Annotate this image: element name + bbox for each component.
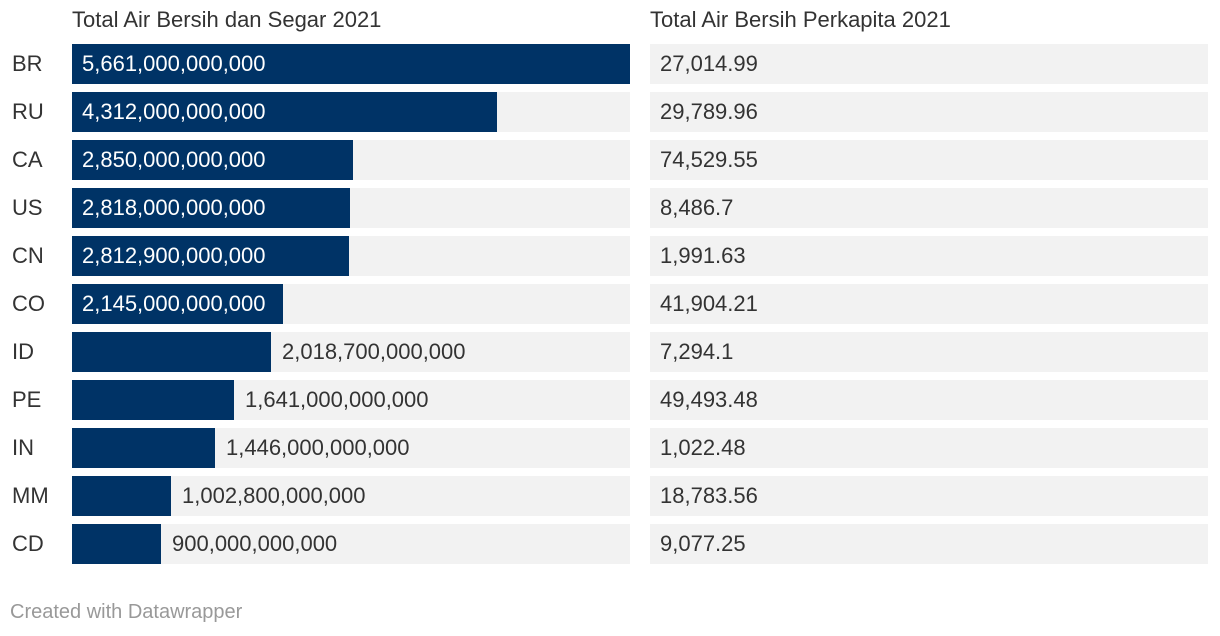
bar-track: 900,000,000,000 <box>72 524 630 564</box>
per-capita-cell: 8,486.7 <box>650 188 1208 228</box>
bar-value-label: 2,145,000,000,000 <box>82 291 266 316</box>
bar <box>72 188 350 228</box>
per-capita-cell: 1,022.48 <box>650 428 1208 468</box>
table-row: ID 2,018,700,000,000 7,294.1 <box>0 332 1220 372</box>
bar-column-header: Total Air Bersih dan Segar 2021 <box>72 7 382 32</box>
table-row: CD 900,000,000,000 9,077.25 <box>0 524 1220 564</box>
bar-value-label: 900,000,000,000 <box>172 531 338 556</box>
table-row: MM 1,002,800,000,000 18,783.56 <box>0 476 1220 516</box>
bar-value-label: 1,002,800,000,000 <box>182 483 366 508</box>
per-capita-value: 18,783.56 <box>660 483 758 508</box>
per-capita-value: 74,529.55 <box>660 147 758 172</box>
per-capita-cell: 49,493.48 <box>650 380 1208 420</box>
per-capita-value: 27,014.99 <box>660 51 758 76</box>
bar-value-label: 2,818,000,000,000 <box>82 195 266 220</box>
bar <box>72 236 349 276</box>
bar-track: 2,145,000,000,000 <box>72 284 630 324</box>
bar-value-label: 4,312,000,000,000 <box>82 99 266 124</box>
table-row: RU 4,312,000,000,000 29,789.96 <box>0 92 1220 132</box>
row-label: US <box>12 195 43 220</box>
row-label: IN <box>12 435 34 460</box>
row-label: RU <box>12 99 44 124</box>
per-capita-cell: 27,014.99 <box>650 44 1208 84</box>
per-capita-value: 41,904.21 <box>660 291 758 316</box>
bar-track: 4,312,000,000,000 <box>72 92 630 132</box>
bar <box>72 92 497 132</box>
row-label: CD <box>12 531 44 556</box>
row-label: PE <box>12 387 42 412</box>
bar-track: 5,661,000,000,000 <box>72 44 630 84</box>
bar <box>72 44 630 84</box>
per-capita-cell: 74,529.55 <box>650 140 1208 180</box>
per-capita-cell: 29,789.96 <box>650 92 1208 132</box>
bar-value-label: 2,812,900,000,000 <box>82 243 266 268</box>
table-row: CA 2,850,000,000,000 74,529.55 <box>0 140 1220 180</box>
row-label: CA <box>12 147 43 172</box>
bar-track: 2,812,900,000,000 <box>72 236 630 276</box>
per-capita-column-header: Total Air Bersih Perkapita 2021 <box>650 7 951 32</box>
bar <box>72 380 234 420</box>
table-row: IN 1,446,000,000,000 1,022.48 <box>0 428 1220 468</box>
per-capita-value: 8,486.7 <box>660 195 734 220</box>
bar-value-label: 2,018,700,000,000 <box>282 339 466 364</box>
bar-value-label: 1,641,000,000,000 <box>245 387 429 412</box>
bar <box>72 140 353 180</box>
row-label: CO <box>12 291 45 316</box>
per-capita-value: 9,077.25 <box>660 531 746 556</box>
per-capita-cell: 1,991.63 <box>650 236 1208 276</box>
bar-track: 1,446,000,000,000 <box>72 428 630 468</box>
bar-track: 2,018,700,000,000 <box>72 332 630 372</box>
per-capita-value: 29,789.96 <box>660 99 758 124</box>
bar-track: 1,641,000,000,000 <box>72 380 630 420</box>
bar <box>72 476 171 516</box>
row-label: MM <box>12 483 49 508</box>
per-capita-cell: 18,783.56 <box>650 476 1208 516</box>
bar <box>72 332 271 372</box>
bar-track: 2,850,000,000,000 <box>72 140 630 180</box>
footer-credit: Created with Datawrapper <box>10 601 243 623</box>
table-row: BR 5,661,000,000,000 27,014.99 <box>0 44 1220 84</box>
table-row: CO 2,145,000,000,000 41,904.21 <box>0 284 1220 324</box>
per-capita-value: 1,991.63 <box>660 243 746 268</box>
row-label: CN <box>12 243 44 268</box>
per-capita-value: 7,294.1 <box>660 339 734 364</box>
bar <box>72 428 215 468</box>
bar <box>72 524 161 564</box>
per-capita-value: 1,022.48 <box>660 435 746 460</box>
bar <box>72 284 283 324</box>
per-capita-cell: 41,904.21 <box>650 284 1208 324</box>
row-label: ID <box>12 339 34 364</box>
table-row: CN 2,812,900,000,000 1,991.63 <box>0 236 1220 276</box>
bar-value-label: 5,661,000,000,000 <box>82 51 266 76</box>
bar-value-label: 1,446,000,000,000 <box>226 435 410 460</box>
bar-value-label: 2,850,000,000,000 <box>82 147 266 172</box>
per-capita-cell: 9,077.25 <box>650 524 1208 564</box>
row-label: BR <box>12 51 43 76</box>
table-row: US 2,818,000,000,000 8,486.7 <box>0 188 1220 228</box>
per-capita-cell: 7,294.1 <box>650 332 1208 372</box>
per-capita-value: 49,493.48 <box>660 387 758 412</box>
bar-track: 2,818,000,000,000 <box>72 188 630 228</box>
table-row: PE 1,641,000,000,000 49,493.48 <box>0 380 1220 420</box>
bar-track: 1,002,800,000,000 <box>72 476 630 516</box>
